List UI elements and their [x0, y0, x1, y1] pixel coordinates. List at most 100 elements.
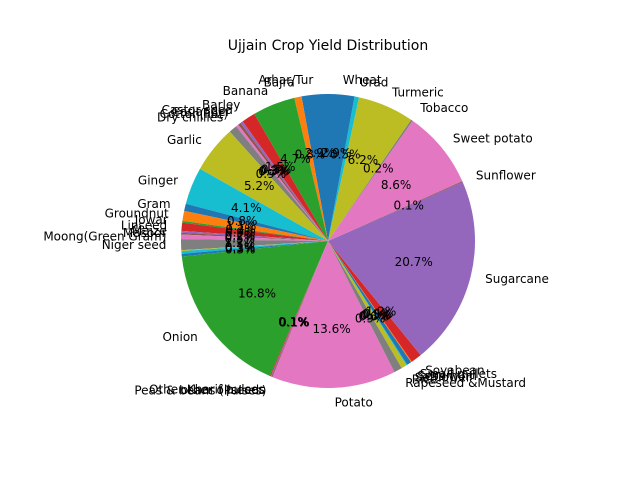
- pie-percent-label: 0.3%: [258, 165, 289, 179]
- pie-slice-groundnut: [182, 210, 328, 241]
- pie-slice-onion: [181, 241, 328, 376]
- pie-slice-dry-chillies: [229, 126, 328, 241]
- pie-slice-item-18: [181, 241, 328, 252]
- pie-slice-barley: [242, 113, 328, 241]
- pie-percent-labels: 2.9%0.8%4.7%1.5%0.3%0.3%0.3%0.9%5.2%4.1%…: [225, 146, 433, 336]
- pie-slice-label: Maize: [132, 224, 167, 238]
- pie-percent-label: 4.1%: [231, 201, 262, 215]
- pie-slice-turmeric: [328, 97, 412, 241]
- pie-slice-label: Gram: [137, 197, 170, 211]
- pie-slice-label: Linseed: [121, 218, 167, 232]
- pie-slice-potato: [272, 241, 395, 388]
- pie-slice-maize: [181, 230, 328, 241]
- pie-slice-label: Niger seed: [102, 238, 167, 252]
- pie-slice-gram: [184, 203, 328, 241]
- pie-slice-sunflower: [328, 181, 463, 241]
- pie-slice-niger-seed: [180, 239, 328, 251]
- pie-slice-label: Ginger: [138, 173, 178, 187]
- pie-percent-label: 4.7%: [280, 152, 311, 166]
- pie-percent-label: 1.2%: [366, 305, 397, 319]
- pie-percent-label: 0.2%: [225, 222, 256, 236]
- pie-percent-label: 0.5%: [330, 148, 361, 162]
- pie-slice-urad: [328, 96, 360, 241]
- pie-slice-label: Moong(Green Gram): [43, 229, 166, 243]
- chart-title: Ujjain Crop Yield Distribution: [228, 38, 428, 54]
- pie-percent-label: 0.8%: [295, 148, 326, 162]
- pie-slice-castor-seed: [240, 121, 328, 241]
- pie-percent-label: 1.2%: [225, 236, 256, 250]
- pie-slice-linseed: [181, 222, 328, 241]
- pie-slice-label: Soyabean: [425, 363, 484, 377]
- pie-slice-sugarcane: [328, 182, 476, 356]
- pie-percent-label: 0.3%: [260, 164, 291, 178]
- pie-percent-label: 0.3%: [225, 243, 256, 257]
- pie-slice-item-20: [181, 241, 328, 257]
- pie-slice-jowar: [182, 220, 328, 241]
- pie-percent-label: 2.9%: [305, 146, 336, 160]
- pie-slice-wheat: [328, 93, 355, 241]
- pie-slice-label: Coriander: [172, 105, 231, 119]
- pie-percent-label: 0.1%: [363, 307, 394, 321]
- pie-percent-label: 0.9%: [355, 312, 386, 326]
- pie-percent-label: 0.1%: [393, 198, 424, 212]
- pie-percent-label: 6.2%: [348, 153, 379, 167]
- pie-slice-label: Garlic: [167, 133, 202, 147]
- pie-slice-label: Sugarcane: [485, 272, 549, 286]
- pie-percent-label: 0.2%: [363, 162, 394, 176]
- pie-slice-label: Bajra: [264, 76, 295, 90]
- pie-percent-label: 0.1%: [360, 308, 391, 322]
- pie-slice-garlic: [199, 131, 328, 241]
- pie-slice-label: Turmeric: [391, 86, 444, 100]
- pie-slice-other-kharif-pulses: [269, 241, 328, 377]
- pie-percent-label: 0.1%: [278, 315, 309, 329]
- pie-slice-safflower: [328, 241, 408, 366]
- pie-percent-label: 0.1%: [225, 240, 256, 254]
- pie-slice-label: Onion: [162, 330, 197, 344]
- pie-slice-bajra: [294, 96, 328, 241]
- pie-slice-label: Other Kharif pulses: [149, 383, 264, 397]
- pie-slice-label: Rapeseed &Mustard: [405, 376, 526, 390]
- pie-slice-small-millets: [328, 241, 412, 363]
- pie-slice-label: Arhar/Tur: [258, 73, 313, 87]
- pie-slice-label: Potato: [335, 396, 373, 410]
- pie-percent-label: 0.6%: [358, 309, 389, 323]
- pie-slice-arhar-tur: [301, 93, 328, 241]
- pie-slice-label: Dry chillies: [157, 111, 223, 125]
- pie-slice-other-oilseeds: [270, 241, 328, 377]
- pie-slice-label: Tobacco: [419, 101, 468, 115]
- pie-percent-label: 20.7%: [395, 255, 433, 269]
- pie-slice-item-19: [181, 241, 328, 254]
- pie-percent-label: 13.6%: [313, 322, 351, 336]
- pie-slice-label: other oilseeds: [181, 383, 266, 397]
- pie-slice-coriander: [238, 122, 328, 241]
- pie-percent-label: 0.1%: [279, 315, 310, 329]
- pie-slice-label: Masoor: [123, 226, 167, 240]
- pie-percent-label: 0.9%: [225, 226, 256, 240]
- pie-slice-sweet-potato: [328, 120, 463, 241]
- pie-slice-label: Sunflower: [476, 169, 536, 183]
- pie-percent-label: 0.2%: [225, 230, 256, 244]
- pie-slice-label: Safflower: [415, 371, 471, 385]
- pie-slice-label: Rice: [412, 372, 438, 386]
- pie-percent-label: 0.5%: [225, 232, 256, 246]
- pie-slice-label: Peas & beans (Pulses): [134, 384, 266, 398]
- pie-percent-label: 16.8%: [238, 286, 276, 300]
- pie-slice-moong-green-gram: [181, 234, 328, 241]
- pie-slice-label: Barley: [202, 98, 240, 112]
- pie-slice-peas-beans-pulses: [271, 241, 328, 378]
- pie-percent-label: 0.3%: [261, 163, 292, 177]
- pie-slice-label: Banana: [223, 84, 269, 98]
- pie-percent-label: 8.6%: [381, 178, 412, 192]
- pie-slice-label: Sweet potato: [453, 131, 533, 145]
- pie-slice-cotton-lint: [236, 124, 328, 241]
- pie-percent-label: 0.5%: [361, 308, 392, 322]
- pie-slice-label: Jowar: [134, 213, 168, 227]
- pie-percent-label: 2.9%: [321, 146, 352, 160]
- pie-percent-label: 0.2%: [225, 229, 256, 243]
- pie-slice-banana: [254, 97, 328, 241]
- pie-percent-label: 0.3%: [225, 241, 256, 255]
- pie-slice-label: Sesamum: [417, 369, 477, 383]
- pie-slice-label: Cotton(lint): [160, 107, 228, 121]
